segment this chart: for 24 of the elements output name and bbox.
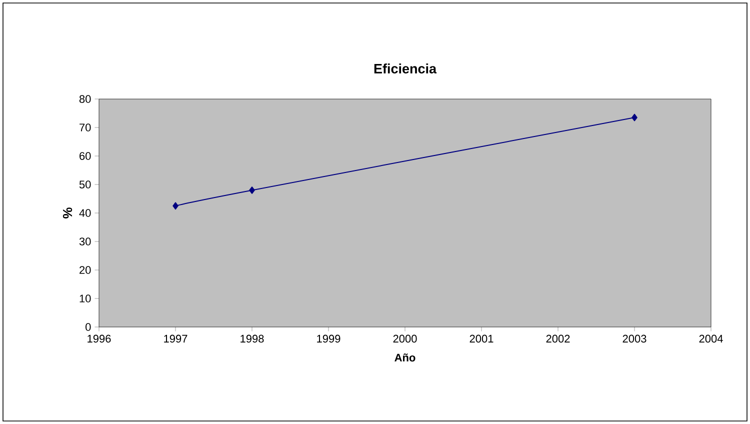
x-tick-label: 2000 (393, 334, 417, 343)
y-tick-label: 50 (79, 180, 91, 188)
y-axis-title: % (62, 208, 72, 218)
y-tick-label: 40 (79, 209, 91, 217)
y-tick-label: 60 (80, 152, 91, 160)
chart-title: Eficiencia (374, 64, 437, 74)
x-tick-label: 1996 (88, 334, 111, 343)
y-tick-label: 0 (86, 323, 91, 331)
point (172, 202, 178, 210)
x-tick-label: 1998 (240, 334, 264, 343)
point (249, 186, 255, 194)
y-tick-label: 80 (79, 95, 91, 103)
x-tick-label: 2004 (699, 334, 723, 343)
x-tick-label: 2001 (470, 334, 494, 343)
y-tick-label: 10 (80, 294, 91, 302)
x-tick-label: 1997 (164, 334, 188, 343)
x-tick-label: 1999 (317, 334, 340, 343)
y-tick-label: 20 (80, 266, 91, 274)
x-tick-label: 2002 (546, 334, 570, 343)
x-tick-label: 2003 (622, 334, 646, 343)
y-tick-label: 30 (79, 238, 91, 246)
x-axis-title: Año (394, 353, 416, 362)
y-tick-label: 70 (80, 124, 91, 132)
point (632, 114, 638, 122)
